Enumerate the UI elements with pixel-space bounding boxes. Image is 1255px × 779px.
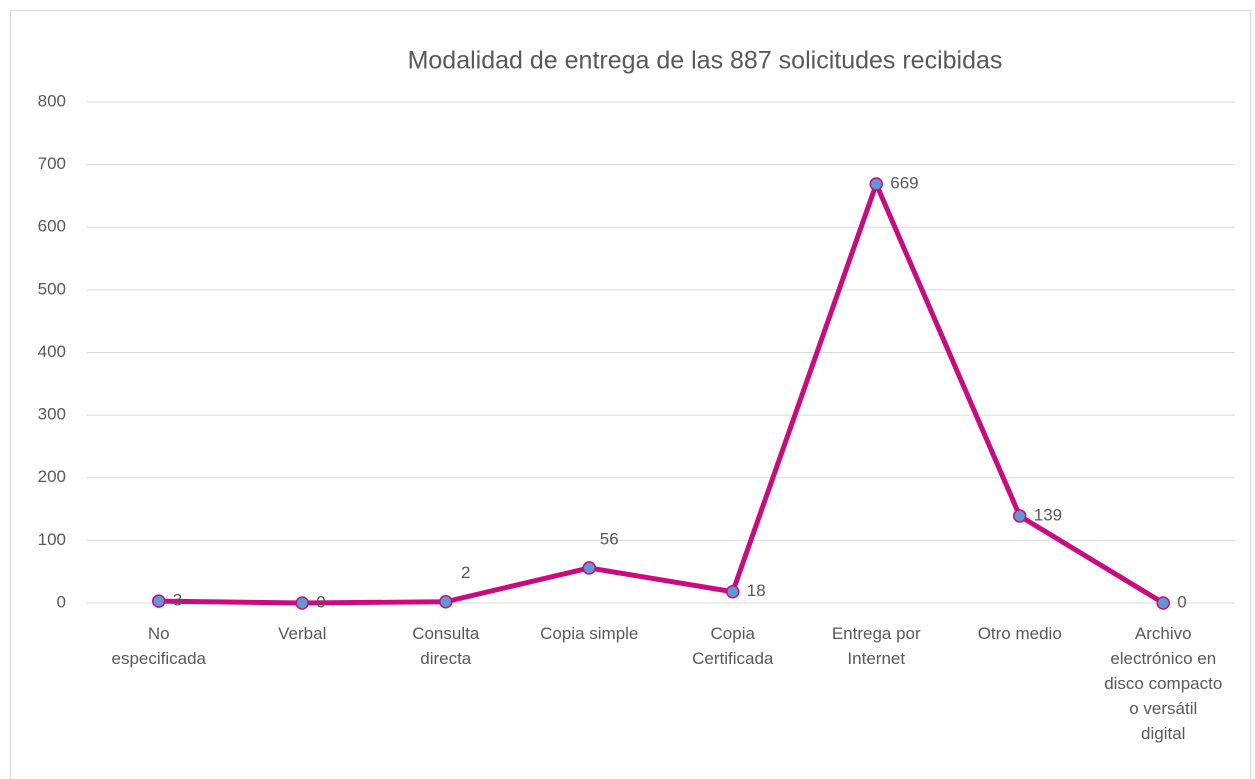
marker bbox=[152, 594, 166, 608]
data-label: 56 bbox=[600, 529, 619, 548]
data-label: 18 bbox=[747, 581, 766, 600]
y-tick-label: 300 bbox=[38, 405, 66, 424]
marker bbox=[726, 584, 740, 599]
x-tick-label: Consulta directa bbox=[412, 624, 480, 668]
data-label: 669 bbox=[890, 174, 918, 193]
y-tick-label: 500 bbox=[38, 279, 66, 298]
data-label: 2 bbox=[461, 563, 470, 582]
data-label: 139 bbox=[1034, 505, 1062, 524]
marker bbox=[295, 596, 309, 610]
x-tick-label: Entrega por Internet bbox=[832, 624, 921, 668]
x-tick-label: Copia simple bbox=[540, 624, 638, 643]
x-tick-label: No especificada bbox=[111, 624, 206, 668]
marker bbox=[439, 594, 453, 609]
line bbox=[158, 181, 1165, 606]
x-tick-label: Copia Certificada bbox=[692, 624, 774, 668]
chart-title: Modalidad de entrega de las 887 solicitu… bbox=[408, 47, 1003, 75]
chart-border bbox=[10, 10, 1251, 779]
data-label: 0 bbox=[1177, 592, 1186, 611]
y-tick-label: 400 bbox=[38, 342, 66, 361]
y-tick-label: 700 bbox=[38, 154, 66, 173]
x-tick-label: Otro medio bbox=[978, 624, 1062, 643]
x-tick-label: Verbal bbox=[278, 624, 326, 643]
y-tick-label: 800 bbox=[38, 91, 66, 110]
y-tick-label: 0 bbox=[57, 592, 66, 611]
marker bbox=[1156, 596, 1170, 610]
x-tick-label: Archivo electrónico en disco compacto o ver… bbox=[1104, 624, 1222, 743]
y-tick-label: 100 bbox=[38, 530, 66, 549]
marker bbox=[869, 177, 883, 191]
marker bbox=[1013, 509, 1027, 523]
y-tick-label: 600 bbox=[38, 217, 66, 236]
data-label: 3 bbox=[173, 591, 182, 610]
marker bbox=[582, 561, 596, 575]
data-label: 0 bbox=[316, 592, 325, 611]
y-tick-label: 200 bbox=[38, 467, 66, 486]
